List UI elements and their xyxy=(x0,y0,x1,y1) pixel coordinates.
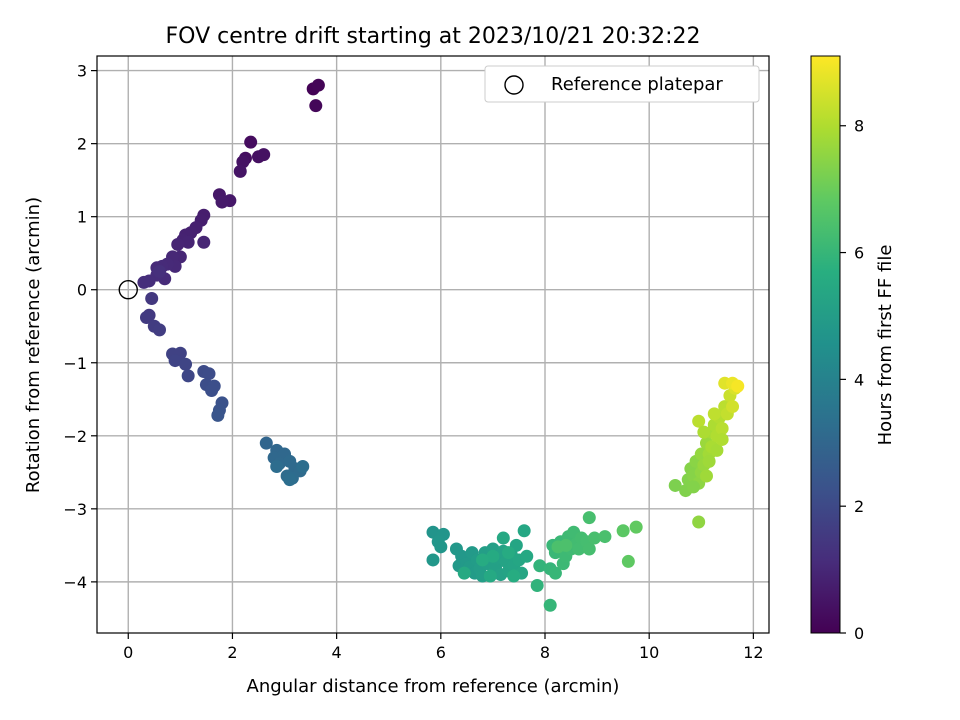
data-point xyxy=(145,291,159,305)
data-point xyxy=(153,264,167,278)
data-point xyxy=(582,542,596,556)
data-point xyxy=(205,384,219,398)
data-point xyxy=(283,473,297,487)
data-point xyxy=(475,553,489,567)
data-point xyxy=(168,354,182,368)
y-axis-label: Rotation from reference (arcmin) xyxy=(23,197,44,493)
colorbar-tick-label: 4 xyxy=(854,370,864,389)
plot-frame xyxy=(96,55,770,634)
grid xyxy=(97,56,769,633)
x-tick-label: 6 xyxy=(436,643,446,662)
data-point xyxy=(171,237,185,251)
data-point xyxy=(434,540,448,554)
data-point xyxy=(496,531,510,545)
legend-label: Reference platepar xyxy=(551,74,723,95)
colorbar-tick-label: 2 xyxy=(854,497,864,516)
y-tick-label: −2 xyxy=(63,427,87,446)
colorbar-tick-label: 6 xyxy=(854,244,864,263)
data-point xyxy=(543,598,557,612)
data-point xyxy=(257,148,271,162)
data-point xyxy=(692,414,706,428)
data-point xyxy=(710,443,724,457)
data-point xyxy=(668,478,682,492)
data-point xyxy=(699,469,713,483)
colorbar: 0 2 4 6 8 Hours from first FF file xyxy=(810,55,896,643)
data-point xyxy=(582,511,596,525)
data-point xyxy=(181,235,195,249)
x-tick-label: 12 xyxy=(743,643,763,662)
data-point xyxy=(202,367,216,381)
colorbar-label: Hours from first FF file xyxy=(875,245,896,446)
data-point xyxy=(533,559,547,573)
data-point xyxy=(517,524,531,538)
y-tick-label: 0 xyxy=(77,281,87,300)
x-tick-label: 0 xyxy=(123,643,133,662)
data-point xyxy=(139,310,153,324)
x-axis-label: Angular distance from reference (arcmin) xyxy=(247,676,620,697)
y-tick-label: −4 xyxy=(63,573,87,592)
data-point xyxy=(726,400,740,414)
data-point xyxy=(559,538,573,552)
data-point xyxy=(426,553,440,567)
data-point xyxy=(197,235,211,249)
data-point xyxy=(621,554,635,568)
data-point xyxy=(259,436,273,450)
colorbar-ticks: 0 2 4 6 8 xyxy=(840,117,864,643)
data-point xyxy=(548,566,562,580)
data-point xyxy=(486,549,500,563)
data-point xyxy=(181,369,195,383)
data-point xyxy=(179,357,193,371)
y-tick-label: 1 xyxy=(77,208,87,227)
data-point xyxy=(311,78,325,92)
legend-marker-open-circle xyxy=(504,75,524,95)
x-tick-label: 4 xyxy=(332,643,342,662)
data-point xyxy=(296,459,310,473)
y-tick-label: −1 xyxy=(63,354,87,373)
chart-title: FOV centre drift starting at 2023/10/21 … xyxy=(166,24,701,49)
data-point xyxy=(692,515,706,529)
data-point xyxy=(686,480,700,494)
colorbar-tick-label: 0 xyxy=(854,624,864,643)
data-point xyxy=(457,566,471,580)
data-point xyxy=(153,323,167,337)
data-point xyxy=(530,579,544,593)
data-point xyxy=(244,135,258,149)
data-point xyxy=(629,520,643,534)
data-point xyxy=(520,549,534,563)
data-point xyxy=(616,524,630,538)
data-points xyxy=(137,78,745,612)
x-axis-ticks: 0 2 4 6 8 10 12 xyxy=(123,633,764,662)
y-axis-ticks: −4 −3 −2 −1 0 1 2 3 xyxy=(63,62,97,592)
y-tick-label: 3 xyxy=(77,62,87,81)
x-tick-label: 2 xyxy=(227,643,237,662)
data-point xyxy=(715,421,729,435)
x-tick-label: 8 xyxy=(540,643,550,662)
data-point xyxy=(483,569,497,583)
data-point xyxy=(702,454,716,468)
data-point xyxy=(211,408,225,422)
y-tick-label: 2 xyxy=(77,135,87,154)
legend: Reference platepar xyxy=(484,65,760,103)
data-point xyxy=(507,569,521,583)
data-point xyxy=(233,164,247,178)
colorbar-gradient xyxy=(810,55,841,634)
data-point xyxy=(707,407,721,421)
data-point xyxy=(270,459,284,473)
data-point xyxy=(137,275,151,289)
data-point xyxy=(598,530,612,544)
legend-box xyxy=(484,65,760,103)
reference-point-marker xyxy=(118,280,138,300)
data-point xyxy=(426,525,440,539)
data-point xyxy=(309,99,323,113)
x-tick-label: 10 xyxy=(639,643,659,662)
data-point xyxy=(697,425,711,439)
data-point xyxy=(215,195,229,209)
colorbar-tick-label: 8 xyxy=(854,117,864,136)
data-point xyxy=(715,432,729,446)
data-point xyxy=(731,379,745,393)
y-tick-label: −3 xyxy=(63,500,87,519)
data-point xyxy=(587,531,601,545)
data-point xyxy=(502,546,516,560)
